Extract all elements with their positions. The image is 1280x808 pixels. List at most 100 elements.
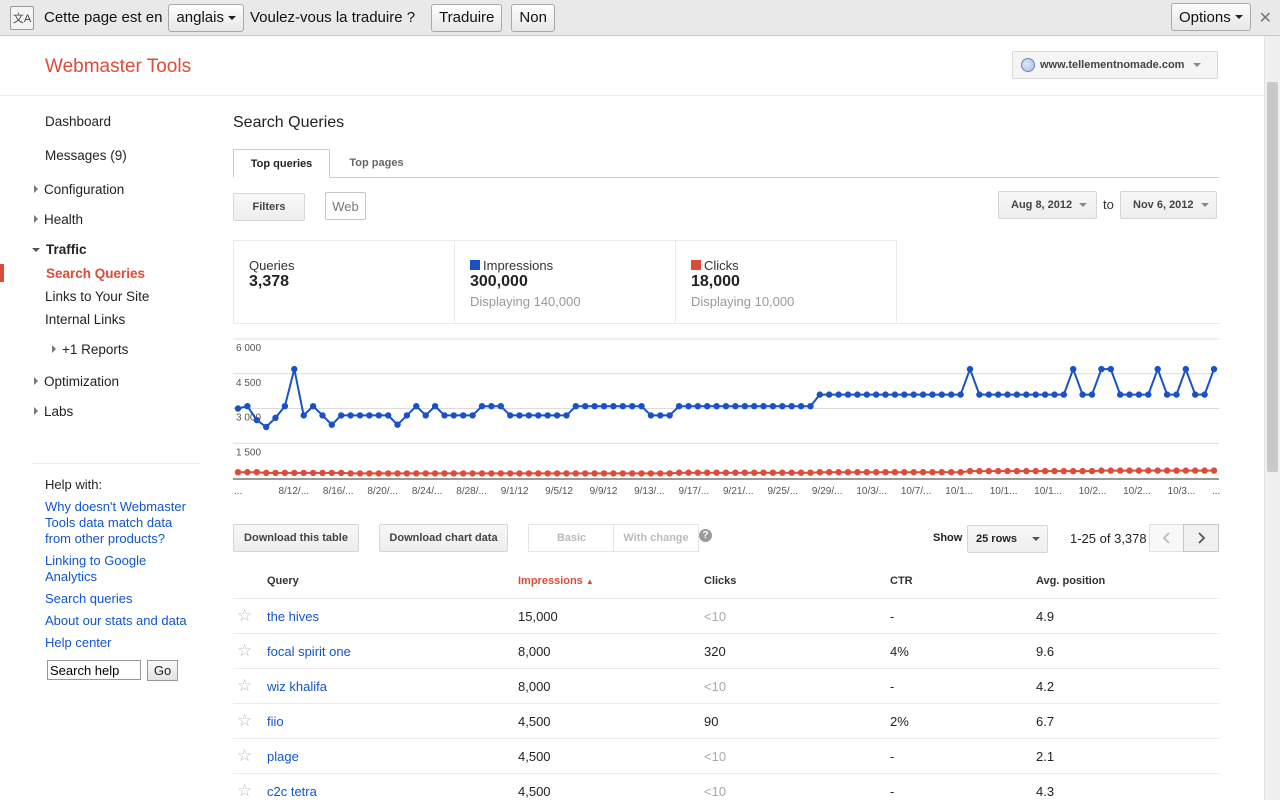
sidebar-item-label: Optimization [44, 374, 120, 389]
app-logo[interactable]: Webmaster Tools [45, 56, 192, 77]
download-chart-button[interactable]: Download chart data [379, 524, 508, 552]
next-page-button[interactable] [1183, 524, 1219, 552]
clicks-data-point [1060, 467, 1068, 475]
clicks-color-swatch [691, 260, 701, 270]
show-label: Show [933, 532, 963, 544]
no-translate-button[interactable]: Non [511, 3, 555, 32]
clicks-data-point [741, 469, 748, 476]
help-heading: Help with: [45, 477, 103, 492]
language-select[interactable]: anglais [168, 3, 244, 32]
column-header-query[interactable]: Query [267, 575, 299, 587]
sidebar-item-traffic[interactable]: Traffic [32, 242, 87, 257]
help-search-input[interactable] [47, 660, 141, 680]
sidebar-item-optimization[interactable]: Optimization [34, 374, 119, 389]
date-from-value: Aug 8, 2012 [1011, 199, 1073, 211]
help-link-search-queries[interactable]: Search queries [45, 591, 133, 606]
clicks-data-point [948, 469, 955, 476]
impressions-data-point [1173, 391, 1180, 398]
star-icon[interactable]: ☆ [237, 641, 253, 660]
star-icon[interactable]: ☆ [237, 746, 253, 765]
column-header-avg-position[interactable]: Avg. position [1036, 575, 1106, 587]
clicks-data-point [901, 469, 908, 476]
filters-button[interactable]: Filters [233, 193, 305, 221]
star-icon[interactable]: ☆ [237, 676, 253, 695]
sidebar-item-links-to-site[interactable]: Links to Your Site [45, 289, 150, 304]
help-question-icon[interactable]: ? [699, 529, 712, 542]
column-header-clicks[interactable]: Clicks [704, 575, 737, 587]
stat-impressions-label: Impressions [483, 258, 554, 273]
sidebar-item-search-queries[interactable]: Search Queries [46, 266, 146, 281]
download-table-button[interactable]: Download this table [233, 524, 359, 552]
clicks-data-point [1079, 467, 1086, 475]
page-scrollbar[interactable] [1264, 36, 1280, 800]
column-header-impressions[interactable]: Impressions ▲ [518, 575, 594, 587]
stat-clicks[interactable]: Clicks 18,000 Displaying 10,000 [675, 240, 897, 324]
impressions-data-point [478, 403, 486, 410]
impressions-data-point [1192, 391, 1199, 398]
clicks-data-point [328, 469, 335, 477]
impressions-data-point [910, 391, 917, 398]
sidebar-item-internal-links[interactable]: Internal Links [45, 312, 126, 327]
tab-top-pages[interactable]: Top pages [349, 157, 404, 169]
site-selector[interactable]: www.tellementnomade.com [1012, 51, 1218, 79]
clicks-data-point [469, 470, 476, 477]
prev-page-button[interactable] [1149, 524, 1184, 552]
table-row: ☆ the hives 15,000 <10 - 4.9 [233, 598, 1219, 633]
clicks-data-point [835, 469, 842, 476]
web-filter-button[interactable]: Web [325, 192, 366, 220]
rows-per-page-select[interactable]: 25 rows [967, 525, 1048, 553]
impressions-cell: 8,000 [518, 644, 551, 659]
clicks-data-point [272, 469, 279, 477]
impressions-data-point [938, 391, 945, 398]
impressions-data-point [788, 403, 795, 410]
sidebar-item-dashboard[interactable]: Dashboard [45, 114, 112, 129]
clicks-data-point [347, 470, 354, 477]
basic-toggle[interactable]: Basic [528, 524, 614, 552]
tab-top-queries[interactable]: Top queries [233, 149, 330, 178]
help-link-data-match[interactable]: Why doesn't Webmaster Tools data match d… [45, 499, 186, 546]
star-icon[interactable]: ☆ [237, 711, 253, 730]
sidebar-item-configuration[interactable]: Configuration [34, 182, 124, 197]
clicks-data-point [629, 470, 636, 477]
clicks-data-point [338, 469, 345, 477]
query-link[interactable]: plage [267, 749, 299, 764]
clicks-data-point [1182, 467, 1190, 474]
close-icon[interactable]: ✕ [1258, 10, 1272, 27]
collapse-arrow-icon [32, 248, 40, 252]
date-from-select[interactable]: Aug 8, 2012 [998, 191, 1097, 219]
options-button[interactable]: Options [1171, 3, 1251, 31]
stat-impressions[interactable]: Impressions 300,000 Displaying 140,000 [454, 240, 675, 324]
help-link-analytics[interactable]: Linking to Google Analytics [45, 553, 147, 584]
sidebar-item-label: Configuration [44, 182, 125, 197]
translate-button[interactable]: Traduire [431, 3, 503, 32]
expand-arrow-icon [34, 185, 38, 193]
stat-clicks-label-wrap: Clicks [691, 258, 739, 273]
clicks-data-point [460, 470, 467, 477]
clicks-cell: <10 [704, 784, 727, 799]
help-link-help-center[interactable]: Help center [45, 635, 112, 650]
sidebar-item-health[interactable]: Health [34, 212, 83, 227]
query-link[interactable]: fiio [267, 714, 284, 729]
query-link[interactable]: c2c tetra [267, 784, 317, 799]
query-link[interactable]: the hives [267, 609, 320, 624]
scrollbar-thumb[interactable] [1267, 82, 1278, 472]
chart-x-tick-label: 10/2... [1079, 486, 1107, 497]
date-to-select[interactable]: Nov 6, 2012 [1120, 191, 1217, 219]
help-link-stats[interactable]: About our stats and data [45, 613, 187, 628]
with-change-toggle[interactable]: With change [613, 524, 699, 552]
sidebar-item-labs[interactable]: Labs [34, 404, 73, 419]
star-icon[interactable]: ☆ [237, 606, 253, 625]
chart-x-tick-label: 10/3... [1168, 486, 1196, 497]
impressions-data-point [995, 391, 1002, 398]
query-link[interactable]: wiz khalifa [267, 679, 327, 694]
table-row: ☆ wiz khalifa 8,000 <10 - 4.2 [233, 668, 1219, 703]
help-go-button[interactable]: Go [147, 660, 178, 681]
impressions-data-point [647, 412, 655, 419]
impressions-data-point [431, 403, 439, 410]
query-link[interactable]: focal spirit one [267, 644, 351, 659]
column-header-ctr[interactable]: CTR [890, 575, 913, 587]
star-icon[interactable]: ☆ [237, 781, 253, 800]
sidebar-item-messages[interactable]: Messages (9) [45, 148, 127, 163]
sidebar-item-plus1-reports[interactable]: +1 Reports [52, 342, 128, 357]
clicks-data-point [844, 469, 852, 476]
